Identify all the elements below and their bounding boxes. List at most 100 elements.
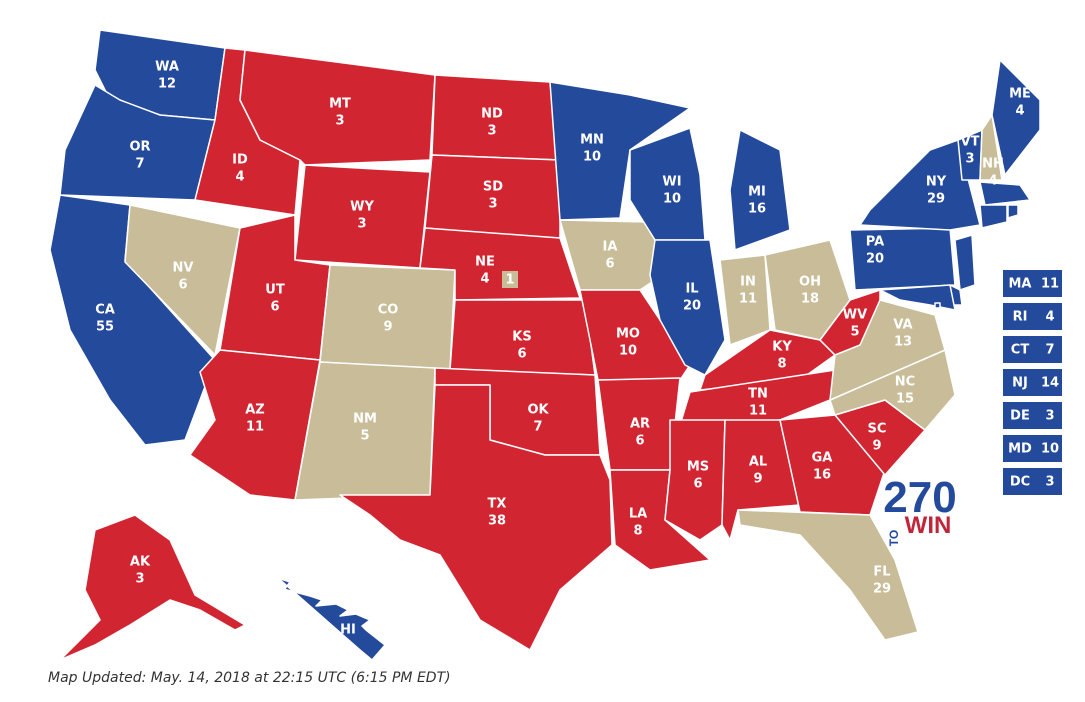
state-abbr: IL [685, 282, 698, 297]
state-abbr: VA [893, 318, 912, 333]
state-abbr: NJ [1012, 376, 1028, 391]
state-votes: 10 [583, 150, 601, 165]
state-votes: 9 [383, 320, 392, 335]
state-abbr: VT [961, 135, 980, 150]
state-abbr: AR [630, 417, 650, 432]
state-shape [649, 239, 726, 376]
state-shape [271, 577, 386, 661]
state-votes: 8 [633, 524, 642, 539]
state-votes: 11 [246, 420, 264, 435]
state-abbr: WV [843, 308, 867, 323]
state-abbr: MI [748, 185, 766, 200]
state-shape [934, 302, 941, 309]
state-votes: 16 [813, 468, 831, 483]
state-votes: 11 [739, 292, 757, 307]
state-shape [59, 514, 246, 661]
state-votes: 20 [866, 252, 884, 267]
state-abbr: PA [866, 235, 884, 250]
state-abbr: MA [1009, 277, 1032, 292]
state-votes: 13 [894, 335, 912, 350]
state-abbr: AL [749, 455, 767, 470]
state-abbr: UT [265, 283, 285, 298]
state-box [1003, 402, 1062, 429]
state-abbr: HI [340, 623, 356, 638]
state-abbr: MS [687, 460, 709, 475]
state-abbr: CA [95, 303, 115, 318]
state-abbr: TN [748, 387, 768, 402]
state-shape [319, 264, 456, 371]
state-abbr: CT [1011, 343, 1030, 358]
state-abbr: MD [1008, 442, 1032, 457]
state-votes: 4 [988, 174, 997, 189]
state-votes: 6 [605, 257, 614, 272]
state-votes: 15 [896, 392, 914, 407]
state-votes: 29 [927, 192, 945, 207]
state-votes: 18 [801, 292, 819, 307]
state-abbr: NY [926, 175, 947, 190]
state-votes: 16 [748, 202, 766, 217]
state-votes: 3 [135, 572, 144, 587]
state-shape [979, 204, 1008, 229]
state-votes: 11 [1041, 277, 1059, 292]
state-abbr: OR [129, 140, 150, 155]
state-votes: 6 [693, 477, 702, 492]
state-abbr: NH [982, 157, 1004, 172]
state-abbr: DE [1010, 409, 1030, 424]
state-shape [339, 384, 613, 651]
state-shape [979, 181, 1031, 206]
state-votes: 7 [1045, 343, 1054, 358]
state-box [1003, 435, 1062, 462]
state-abbr: NC [895, 375, 915, 390]
state-votes: 3 [965, 152, 974, 167]
state-votes: 6 [270, 300, 279, 315]
state-abbr: ID [232, 153, 248, 168]
state-votes: 8 [777, 357, 786, 372]
state-abbr: IN [740, 275, 756, 290]
state-box [1003, 336, 1062, 363]
state-votes: 7 [135, 157, 144, 172]
footer-note: Map Updated: May. 14, 2018 at 22:15 UTC … [48, 670, 451, 686]
state-box [1003, 369, 1062, 396]
state-votes: 5 [850, 325, 859, 340]
state-box [1003, 270, 1062, 297]
state-votes: 9 [753, 472, 762, 487]
state-abbr: RI [1013, 310, 1028, 325]
state-votes: 4 [1015, 104, 1024, 119]
state-abbr: NM [353, 412, 377, 427]
state-votes: 12 [158, 77, 176, 92]
state-abbr: MN [580, 133, 604, 148]
state-abbr: WY [350, 200, 374, 215]
state-votes: 4 [480, 272, 489, 287]
state-votes: 6 [635, 434, 644, 449]
state-votes: 3 [335, 114, 344, 129]
state-votes: 11 [749, 404, 767, 419]
state-box [1003, 303, 1062, 330]
state-shape [859, 139, 981, 231]
state-votes: 10 [619, 344, 637, 359]
state-abbr: ME [1009, 87, 1031, 102]
state-votes: 5 [360, 429, 369, 444]
district-box [502, 271, 518, 288]
state-votes: 38 [488, 514, 506, 529]
state-abbr: DC [1010, 475, 1030, 490]
state-abbr: WI [662, 175, 681, 190]
state-shape [979, 114, 1003, 181]
logo-win: WIN [905, 512, 952, 539]
state-box [1003, 468, 1062, 495]
state-shape [737, 509, 919, 641]
state-abbr: GA [812, 451, 833, 466]
state-votes: 9 [872, 439, 881, 454]
state-votes: 3 [1045, 475, 1054, 490]
state-votes: 10 [1041, 442, 1059, 457]
state-abbr: OK [527, 403, 549, 418]
state-votes: 3 [357, 217, 366, 232]
state-votes: 3 [1045, 409, 1054, 424]
state-shape [954, 234, 976, 291]
state-abbr: KS [512, 330, 531, 345]
state-abbr: FL [873, 565, 890, 580]
state-votes: 29 [873, 582, 891, 597]
state-abbr: NV [173, 261, 194, 276]
state-abbr: MT [329, 97, 351, 112]
state-votes: 14 [1041, 376, 1059, 391]
